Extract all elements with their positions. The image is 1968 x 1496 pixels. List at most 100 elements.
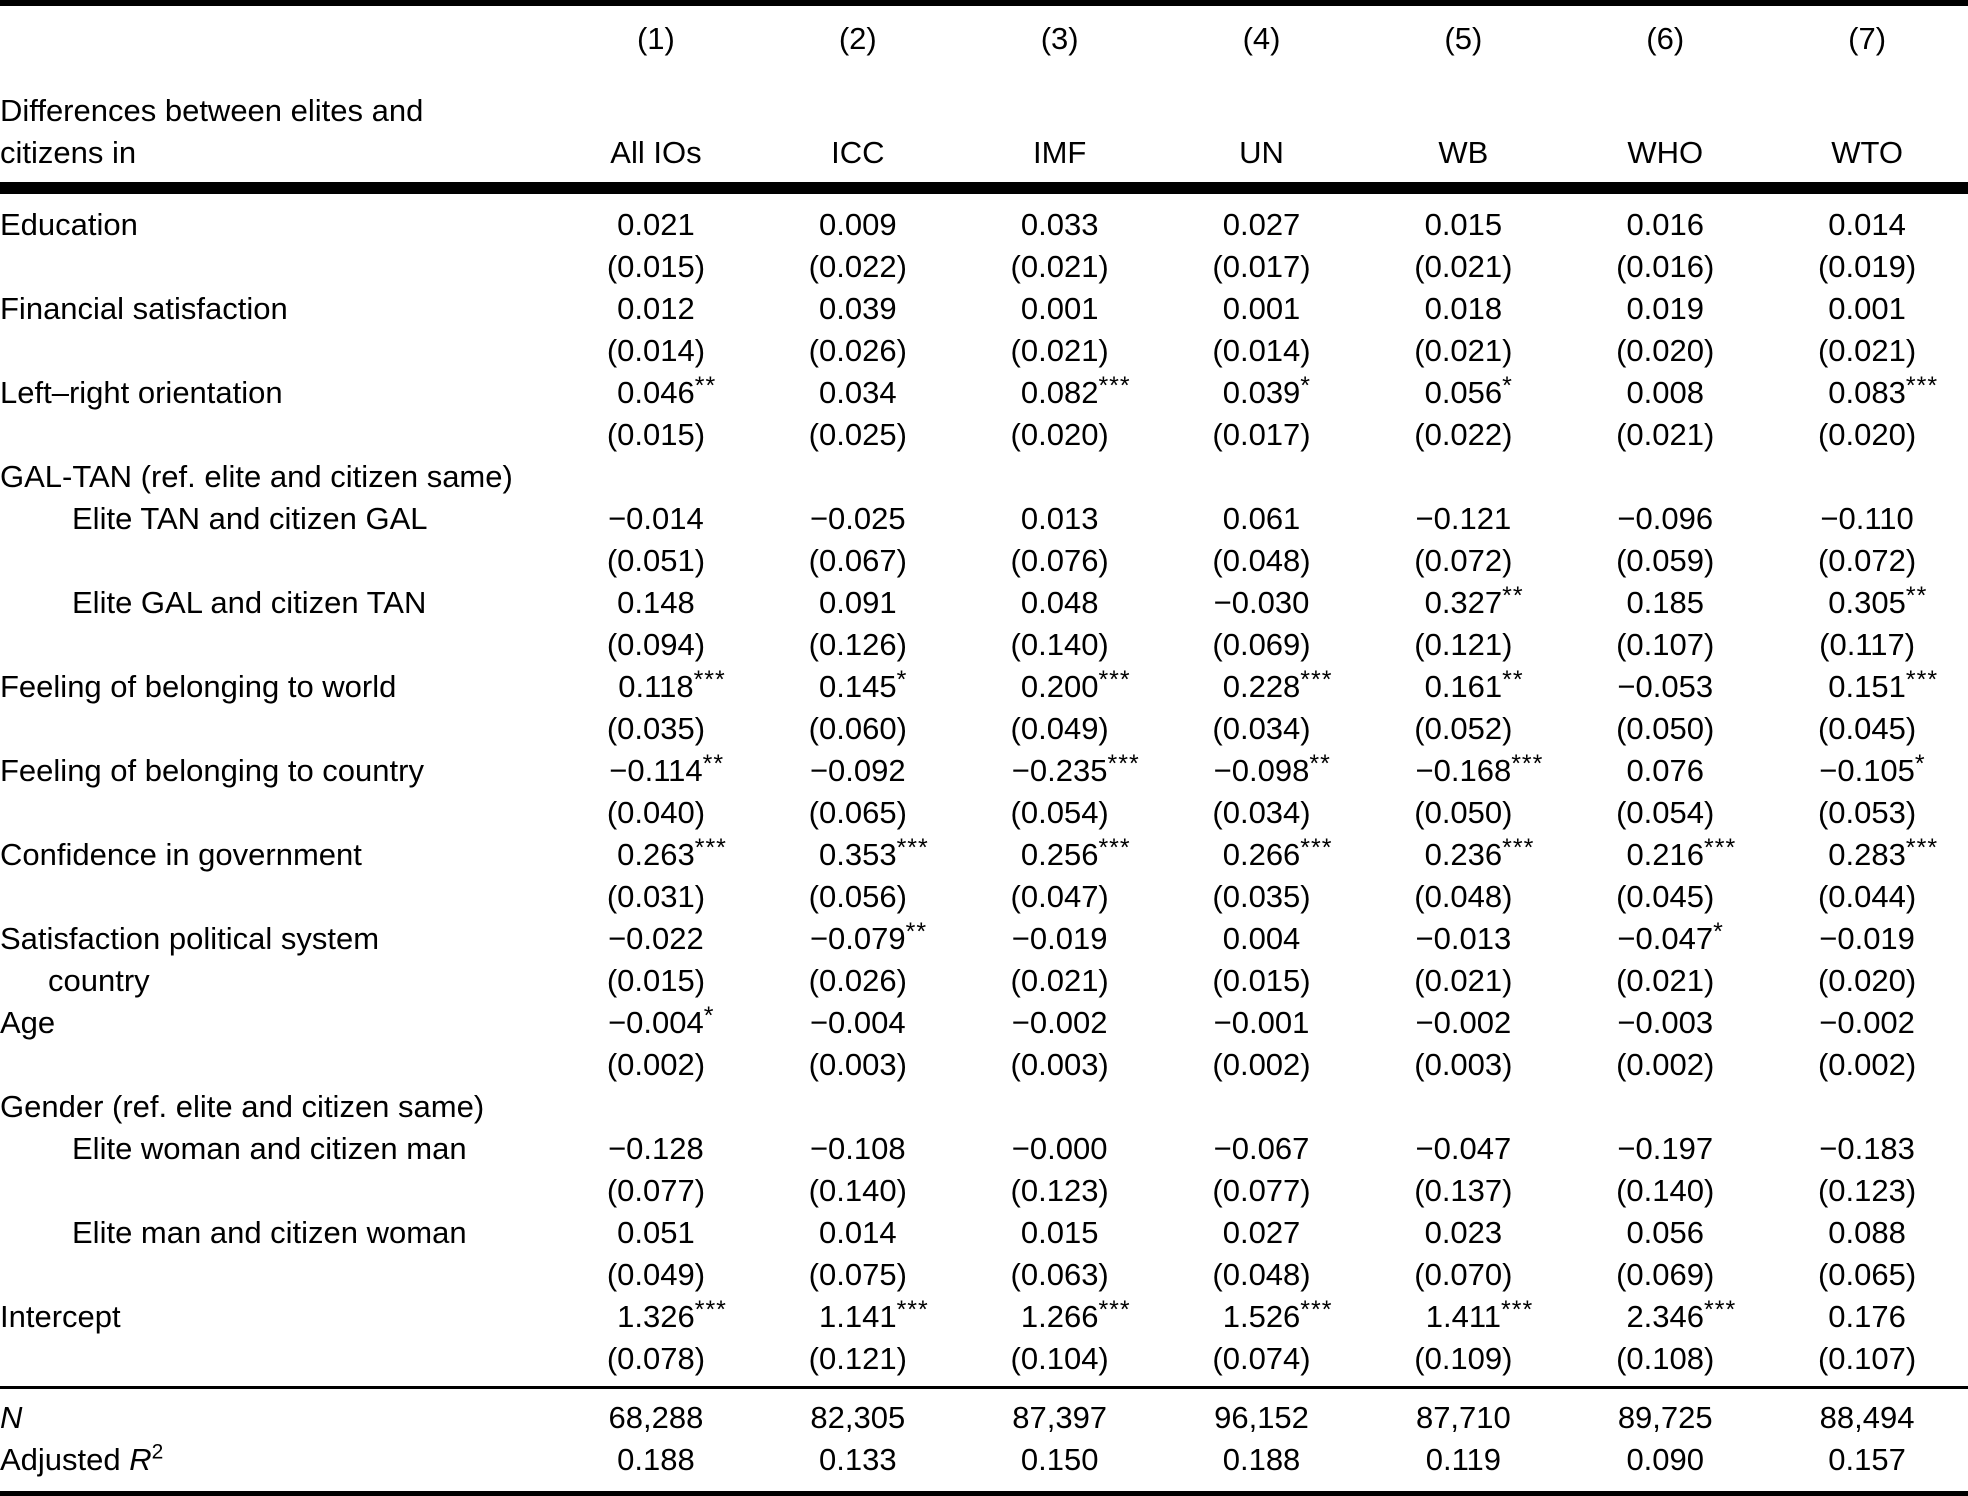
se-cell: (0.015)	[1212, 963, 1311, 998]
estimate-cell: −0.019	[959, 918, 1161, 960]
se-cell: (0.034)	[1212, 795, 1311, 830]
significance-stars: ***	[1300, 834, 1333, 862]
se-cell: (0.020)	[1817, 417, 1917, 452]
se-cell: (0.017)	[1212, 417, 1311, 452]
row-label-continued	[0, 1170, 555, 1212]
significance-stars: *	[1914, 750, 1926, 778]
se-cell: (0.021)	[1010, 249, 1109, 284]
estimate-value: −0.121	[1415, 501, 1512, 536]
row-label-continued	[0, 1044, 555, 1086]
column-header-un: (4) UN	[1161, 18, 1363, 182]
row-label: Confidence in government	[0, 837, 362, 872]
estimate-cell: −0.168 ***	[1362, 750, 1564, 792]
estimate-cell: 0.014	[757, 1212, 959, 1254]
significance-stars: **	[905, 918, 928, 946]
se-cell: (0.003)	[808, 1047, 907, 1082]
estimate-value: 0.014	[1828, 207, 1906, 242]
se-cell: (0.002)	[1212, 1047, 1311, 1082]
estimate-cell: 0.256 ***	[959, 834, 1161, 876]
significance-stars: ***	[1300, 1296, 1333, 1324]
estimate-value: −0.004	[809, 1005, 906, 1040]
se-cell: (0.003)	[1010, 1047, 1109, 1082]
se-cell: (0.054)	[1010, 795, 1109, 830]
estimate-value: 0.266 ***	[1223, 834, 1332, 876]
estimate-cell: 0.118 ***	[555, 666, 757, 708]
estimate-cell: 0.023	[1362, 1212, 1564, 1254]
se-cell: (0.002)	[1616, 1047, 1715, 1082]
stat-value: 0.119	[1425, 1442, 1501, 1477]
empty-cell	[1161, 1086, 1363, 1128]
se-cell: (0.107)	[1817, 1341, 1917, 1376]
estimate-cell: 0.015	[959, 1212, 1161, 1254]
estimate-value: 1.411 ***	[1426, 1296, 1532, 1338]
estimate-value: 0.083 ***	[1828, 372, 1937, 414]
stat-label-sup: 2	[151, 1440, 164, 1464]
se-cell: (0.059)	[1616, 543, 1715, 578]
estimate-cell: 0.061	[1161, 498, 1363, 540]
table-row: Elite TAN and citizen GAL −0.014 −0.025 0.0…	[0, 498, 1968, 540]
estimate-value: 0.305 **	[1828, 582, 1926, 624]
se-cell: (0.026)	[808, 333, 907, 368]
stat-value: 87,397	[1012, 1400, 1108, 1435]
estimate-value: −0.197	[1617, 1131, 1714, 1166]
estimate-value: 0.001	[1020, 291, 1099, 326]
se-cell: (0.026)	[808, 963, 907, 998]
estimate-value: 0.228 ***	[1223, 666, 1332, 708]
estimate-value: 0.019	[1626, 291, 1705, 326]
row-header-line1: Differences between elites and	[0, 93, 424, 128]
se-cell: (0.050)	[1414, 795, 1513, 830]
header-rule	[0, 182, 1968, 194]
estimate-value: 0.263 ***	[617, 834, 726, 876]
estimate-cell: −0.002	[959, 1002, 1161, 1044]
se-cell: (0.021)	[1414, 963, 1513, 998]
significance-stars: *	[1300, 372, 1312, 400]
se-cell: (0.065)	[1817, 1257, 1917, 1292]
estimate-value: −0.002	[1819, 1005, 1915, 1040]
estimate-value: 0.051	[617, 1215, 695, 1250]
row-label-continued	[0, 414, 555, 456]
se-cell: (0.014)	[1212, 333, 1311, 368]
row-label: Elite woman and citizen man	[72, 1131, 467, 1166]
se-cell: (0.108)	[1616, 1341, 1715, 1376]
se-cell: (0.048)	[1212, 543, 1311, 578]
table-row: Elite woman and citizen man −0.128 −0.108 −…	[0, 1128, 1968, 1170]
se-cell: (0.123)	[1817, 1173, 1917, 1208]
estimate-cell: 0.012	[555, 288, 757, 330]
stat-value: 0.188	[1222, 1442, 1301, 1477]
estimate-cell: −0.235 ***	[959, 750, 1161, 792]
estimate-cell: −0.030	[1161, 582, 1363, 624]
table-row: Feeling of belonging to country −0.114 ** −…	[0, 750, 1968, 792]
empty-cell	[1564, 1086, 1766, 1128]
estimate-value: −0.098 **	[1214, 750, 1330, 792]
se-cell: (0.021)	[1616, 963, 1715, 998]
se-cell: (0.002)	[1817, 1047, 1917, 1082]
estimate-value: −0.022	[608, 921, 704, 956]
table-body: Education 0.021 0.009 0.033 0.027 0.015 0.016 0…	[0, 194, 1968, 1386]
se-cell: (0.025)	[808, 417, 907, 452]
estimate-value: 0.236 ***	[1425, 834, 1534, 876]
estimate-cell: −0.096	[1564, 498, 1766, 540]
row-label: Elite GAL and citizen TAN	[72, 585, 427, 620]
empty-cell	[1362, 456, 1564, 498]
se-cell: (0.078)	[606, 1341, 706, 1376]
se-cell: (0.049)	[1010, 711, 1109, 746]
se-cell: (0.015)	[606, 417, 706, 452]
estimate-cell: −0.022	[555, 918, 757, 960]
estimate-value: 0.015	[1020, 1215, 1099, 1250]
estimate-cell: −0.014	[555, 498, 757, 540]
column-header-who: (6) WHO	[1564, 18, 1766, 182]
estimate-value: 0.021	[617, 207, 695, 242]
estimate-value: −0.128	[608, 1131, 704, 1166]
significance-stars: ***	[694, 1296, 727, 1324]
se-cell: (0.016)	[1616, 249, 1715, 284]
estimate-value: −0.004 *	[608, 1002, 713, 1044]
se-cell: (0.121)	[808, 1341, 907, 1376]
estimate-value: 0.056 *	[1425, 372, 1512, 414]
table-row-se: (0.015) (0.025) (0.020) (0.017) (0.022) (0.02…	[0, 414, 1968, 456]
row-header-line2: citizens in	[0, 135, 137, 170]
estimate-value: 0.216 ***	[1626, 834, 1735, 876]
stat-value: 96,152	[1214, 1400, 1309, 1435]
table-row-se: (0.078) (0.121) (0.104) (0.074) (0.109) (0.10…	[0, 1338, 1968, 1380]
estimate-cell: 0.263 ***	[555, 834, 757, 876]
estimate-value: −0.053	[1617, 669, 1714, 704]
